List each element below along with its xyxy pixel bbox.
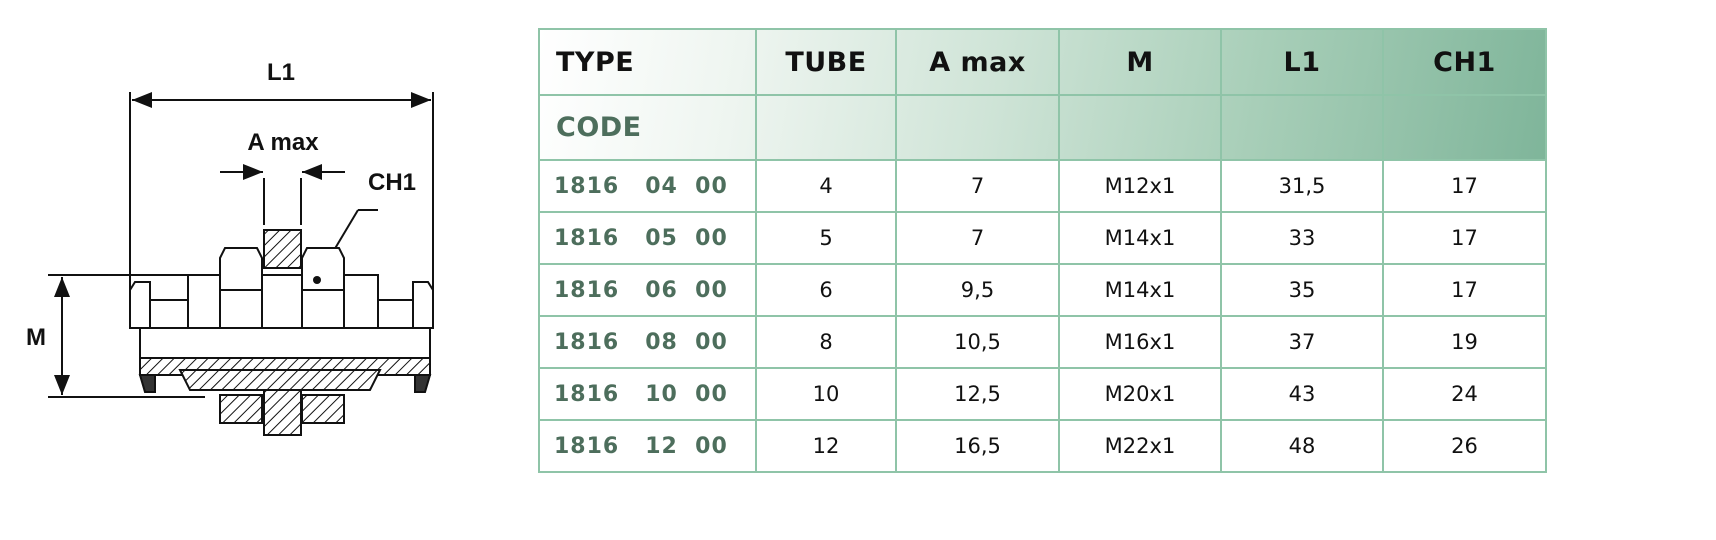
table-row: 1816 04 00 4 7 M12x1 31,5 17 (538, 159, 1547, 213)
header-empty (895, 94, 1060, 161)
header-empty (1382, 94, 1547, 161)
dimensions-table: TYPE TUBE A max M L1 CH1 CODE 1816 04 00… (538, 28, 1547, 473)
cell-amax: 10,5 (895, 315, 1060, 369)
cell-amax: 12,5 (895, 367, 1060, 421)
fitting-technical-drawing: L1 A max CH1 M (26, 59, 434, 436)
cell-l1: 33 (1220, 211, 1384, 265)
cell-amax: 16,5 (895, 419, 1060, 473)
cell-code: 1816 10 00 (538, 367, 757, 421)
cell-l1: 35 (1220, 263, 1384, 317)
cell-m: M22x1 (1058, 419, 1222, 473)
cell-l1: 37 (1220, 315, 1384, 369)
header-type: TYPE (538, 28, 757, 96)
table-row: 1816 06 00 6 9,5 M14x1 35 17 (538, 263, 1547, 317)
table-row: 1816 10 00 10 12,5 M20x1 43 24 (538, 367, 1547, 421)
table-row: 1816 08 00 8 10,5 M16x1 37 19 (538, 315, 1547, 369)
header-empty (1058, 94, 1222, 161)
cell-tube: 12 (755, 419, 897, 473)
dimension-label-amax: A max (247, 129, 319, 156)
cell-tube: 10 (755, 367, 897, 421)
cell-m: M20x1 (1058, 367, 1222, 421)
header-row: TYPE TUBE A max M L1 CH1 (538, 28, 1547, 96)
cell-m: M12x1 (1058, 159, 1222, 213)
cell-m: M14x1 (1058, 211, 1222, 265)
cell-ch1: 17 (1382, 263, 1547, 317)
header-l1: L1 (1220, 28, 1384, 96)
header-m: M (1058, 28, 1222, 96)
cell-code: 1816 05 00 (538, 211, 757, 265)
header-amax: A max (895, 28, 1060, 96)
cell-ch1: 19 (1382, 315, 1547, 369)
table-row: 1816 05 00 5 7 M14x1 33 17 (538, 211, 1547, 265)
dimension-label-l1: L1 (267, 59, 295, 86)
header-empty (1220, 94, 1384, 161)
cell-code: 1816 08 00 (538, 315, 757, 369)
cell-tube: 4 (755, 159, 897, 213)
header-tube: TUBE (755, 28, 897, 96)
header-code: CODE (538, 94, 757, 161)
cell-tube: 6 (755, 263, 897, 317)
cell-tube: 5 (755, 211, 897, 265)
cell-amax: 7 (895, 159, 1060, 213)
cell-l1: 43 (1220, 367, 1384, 421)
cell-l1: 48 (1220, 419, 1384, 473)
cell-code: 1816 12 00 (538, 419, 757, 473)
dimension-label-ch1: CH1 (368, 169, 416, 196)
cell-l1: 31,5 (1220, 159, 1384, 213)
header-row-code: CODE (538, 94, 1547, 161)
cell-tube: 8 (755, 315, 897, 369)
table-row: 1816 12 00 12 16,5 M22x1 48 26 (538, 419, 1547, 473)
cell-ch1: 26 (1382, 419, 1547, 473)
cell-ch1: 17 (1382, 159, 1547, 213)
cell-amax: 7 (895, 211, 1060, 265)
cell-m: M14x1 (1058, 263, 1222, 317)
cell-ch1: 17 (1382, 211, 1547, 265)
cell-ch1: 24 (1382, 367, 1547, 421)
header-empty (755, 94, 897, 161)
cell-code: 1816 04 00 (538, 159, 757, 213)
dimension-label-m: M (26, 324, 46, 351)
cell-code: 1816 06 00 (538, 263, 757, 317)
cell-m: M16x1 (1058, 315, 1222, 369)
header-ch1: CH1 (1382, 28, 1547, 96)
cell-amax: 9,5 (895, 263, 1060, 317)
